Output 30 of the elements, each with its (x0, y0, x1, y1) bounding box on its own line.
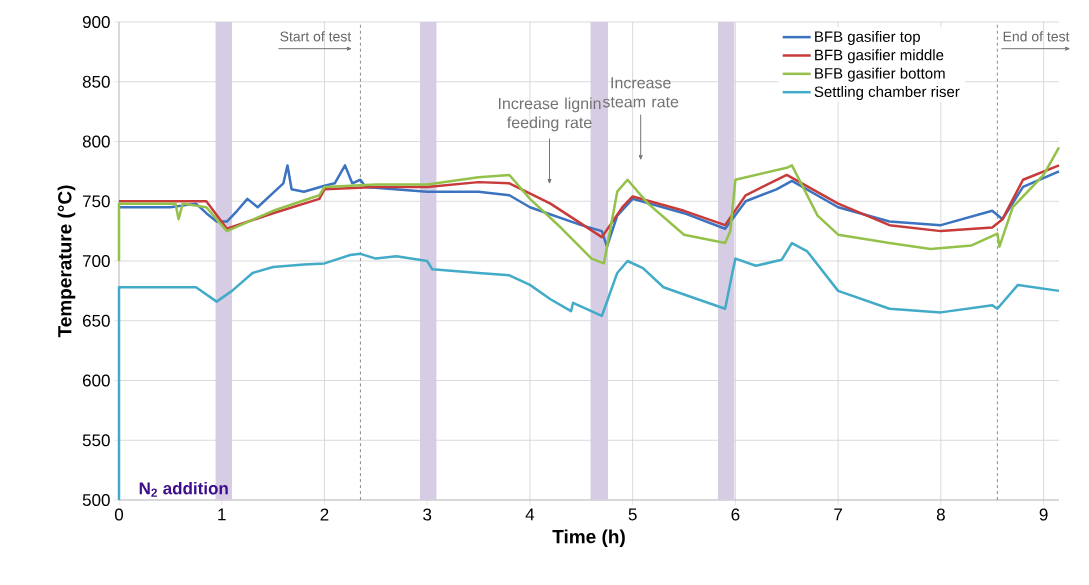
y-tick-label: 900 (82, 15, 110, 29)
x-axis-title: Time (h) (552, 529, 625, 548)
legend-label: BFB gasifier middle (815, 49, 944, 64)
y-axis-title: Temperature (°C) (57, 185, 76, 338)
y-tick-label: 800 (82, 135, 110, 148)
x-tick-label: 1 (218, 508, 226, 521)
x-tick-label: 5 (628, 508, 637, 521)
ref-line-label: Start of test (280, 31, 352, 42)
legend-label: Settling chamber riser (814, 86, 960, 100)
annotation: Increase steam rate (602, 77, 679, 108)
annotation: Increase lignin feeding rate (498, 97, 601, 132)
legend-label: BFB gasifier top (815, 30, 920, 45)
y-tick-label: 600 (82, 374, 110, 387)
band-label: N$_{2}$ addition (139, 481, 228, 497)
x-tick-label: 7 (834, 508, 842, 521)
x-tick-label: 9 (1039, 508, 1048, 521)
y-tick-label: 700 (82, 254, 110, 268)
x-tick-label: 3 (423, 508, 432, 521)
y-tick-label: 650 (82, 314, 110, 327)
y-tick-label: 550 (82, 434, 110, 447)
ref-line-label: End of test (1003, 31, 1070, 42)
y-tick-label: 500 (82, 493, 110, 507)
x-tick-label: 4 (525, 508, 535, 521)
y-tick-label: 750 (82, 195, 110, 208)
legend-label: BFB gasifier bottom (815, 67, 945, 82)
x-tick-label: 8 (936, 508, 945, 521)
y-tick-label: 850 (82, 75, 110, 88)
x-tick-label: 2 (320, 508, 329, 521)
x-tick-label: 6 (731, 508, 740, 521)
x-tick-label: 0 (114, 508, 124, 521)
